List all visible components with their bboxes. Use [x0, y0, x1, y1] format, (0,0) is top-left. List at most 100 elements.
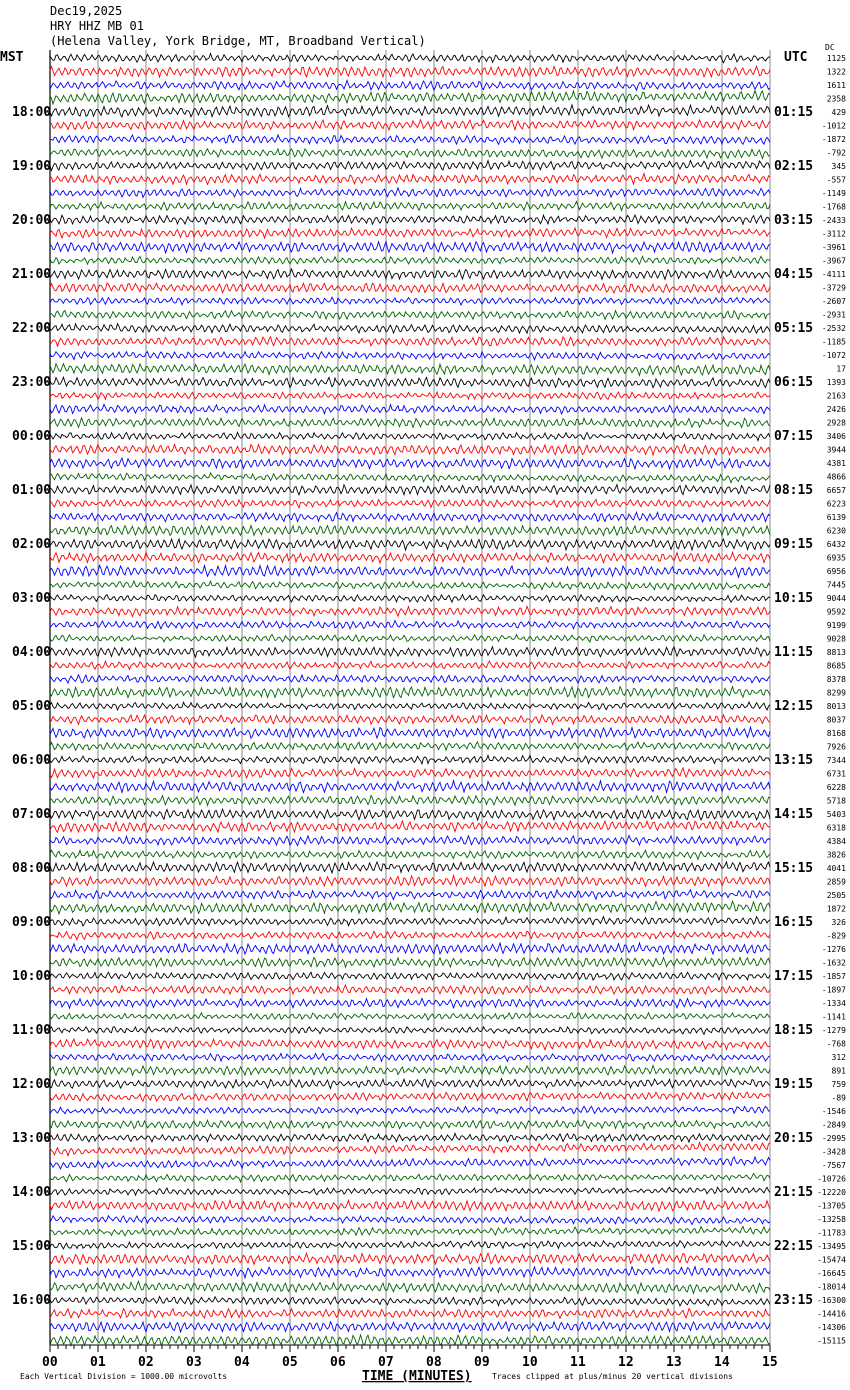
utc-hour-label: 14:15: [774, 807, 813, 822]
mst-hour-label: 21:00: [12, 267, 51, 282]
dc-offset-label: 9199: [827, 621, 846, 630]
seismic-trace: [49, 524, 771, 538]
utc-hour-label: 01:15: [774, 105, 813, 120]
seismic-trace: [49, 971, 771, 982]
utc-hour-label: 07:15: [774, 429, 813, 444]
x-axis-title: TIME (MINUTES): [362, 1369, 472, 1384]
dc-offset-label: 9028: [827, 635, 846, 644]
dc-offset-label: -2532: [822, 324, 846, 333]
dc-offset-label: -1768: [822, 203, 846, 212]
seismic-trace: [49, 483, 771, 497]
dc-offset-label: 7445: [827, 581, 846, 590]
station-label: HRY HHZ MB 01: [50, 19, 144, 33]
seismic-trace: [49, 1172, 771, 1184]
seismic-trace: [49, 267, 771, 281]
dc-offset-label: -11783: [817, 1229, 846, 1238]
mst-hour-label: 20:00: [12, 213, 51, 228]
mst-hour-label: 10:00: [12, 969, 51, 984]
dc-offset-label: 8813: [827, 648, 846, 657]
utc-hour-label: 20:15: [774, 1131, 813, 1146]
seismic-trace: [49, 322, 771, 335]
x-tick-label: 05: [282, 1355, 298, 1370]
mst-hour-label: 07:00: [12, 807, 51, 822]
dc-offset-label: -16300: [817, 1296, 846, 1305]
seismic-trace: [49, 1131, 771, 1144]
dc-offset-label: 759: [832, 1080, 847, 1089]
mst-hour-label: 18:00: [12, 105, 51, 120]
x-tick-label: 07: [378, 1355, 394, 1370]
dc-offset-label: 2928: [827, 419, 846, 428]
dc-offset-label: -1279: [822, 1026, 846, 1035]
dc-offset-label: -1872: [822, 135, 846, 144]
seismic-trace: [49, 296, 771, 307]
seismic-trace: [49, 645, 771, 659]
x-tick-label: 09: [474, 1355, 490, 1370]
utc-hour-label: 17:15: [774, 969, 813, 984]
dc-offset-label: 6223: [827, 500, 846, 509]
dc-offset-label: -1857: [822, 972, 846, 981]
seismic-trace: [49, 1141, 771, 1157]
x-tick-label: 15: [762, 1355, 778, 1370]
seismic-trace: [49, 52, 771, 64]
seismic-trace: [49, 200, 771, 212]
seismic-trace: [49, 941, 771, 956]
dc-offset-label: 1872: [827, 905, 846, 914]
dc-offset-label: -10726: [817, 1175, 846, 1184]
dc-offset-label: -829: [827, 932, 846, 941]
seismic-trace: [49, 579, 771, 591]
dc-offset-label: -1897: [822, 986, 846, 995]
mst-hour-label: 14:00: [12, 1185, 51, 1200]
dc-offset-label: -3729: [822, 284, 846, 293]
mst-hour-label: 13:00: [12, 1131, 51, 1146]
dc-offset-label: 7344: [827, 756, 846, 765]
dc-offset-label: -13705: [817, 1202, 846, 1211]
dc-offset-label: 429: [832, 108, 847, 117]
dc-offset-label: 1393: [827, 378, 846, 387]
x-tick-label: 10: [522, 1355, 538, 1370]
dc-offset-label: 2163: [827, 392, 846, 401]
seismic-trace: [49, 498, 771, 509]
location-label: (Helena Valley, York Bridge, MT, Broadba…: [50, 34, 426, 48]
seismic-trace: [49, 226, 771, 240]
seismic-trace: [49, 819, 771, 834]
x-tick-label: 08: [426, 1355, 442, 1370]
seismic-trace: [49, 1118, 771, 1131]
mst-hour-label: 03:00: [12, 591, 51, 606]
utc-hour-label: 16:15: [774, 915, 813, 930]
seismic-trace: [49, 416, 771, 429]
dc-offset-label: -3112: [822, 230, 846, 239]
x-tick-label: 02: [138, 1355, 154, 1370]
utc-hour-label: 11:15: [774, 645, 813, 660]
seismic-trace: [49, 673, 771, 685]
seismic-trace: [49, 103, 771, 118]
dc-offset-label: 2358: [827, 95, 846, 104]
dc-offset-label: -13495: [817, 1242, 846, 1251]
seismic-trace: [49, 1091, 771, 1103]
seismic-trace: [49, 255, 771, 266]
x-tick-label: 12: [618, 1355, 634, 1370]
x-tick-label: 14: [714, 1355, 730, 1370]
dc-offset-label: 5718: [827, 797, 846, 806]
mst-hour-label: 11:00: [12, 1023, 51, 1038]
utc-hour-label: 22:15: [774, 1239, 813, 1254]
seismic-trace: [49, 633, 771, 643]
seismic-trace: [49, 89, 771, 106]
dc-offset-label: -1072: [822, 351, 846, 360]
dc-offset-label: -1149: [822, 189, 846, 198]
utc-hour-label: 06:15: [774, 375, 813, 390]
dc-offset-label: -2433: [822, 216, 846, 225]
mst-hour-label: 12:00: [12, 1077, 51, 1092]
utc-hour-label: 10:15: [774, 591, 813, 606]
seismic-trace: [49, 1198, 771, 1213]
dc-offset-label: -12220: [817, 1188, 846, 1197]
seismic-trace: [49, 309, 771, 321]
dc-offset-label: 6228: [827, 783, 846, 792]
seismic-trace: [49, 1265, 771, 1280]
seismic-trace: [49, 390, 771, 401]
dc-offset-label: 8378: [827, 675, 846, 684]
utc-axis-label: UTC: [784, 50, 807, 65]
x-tick-label: 11: [570, 1355, 586, 1370]
seismic-trace: [49, 362, 771, 377]
mst-hour-label: 01:00: [12, 483, 51, 498]
